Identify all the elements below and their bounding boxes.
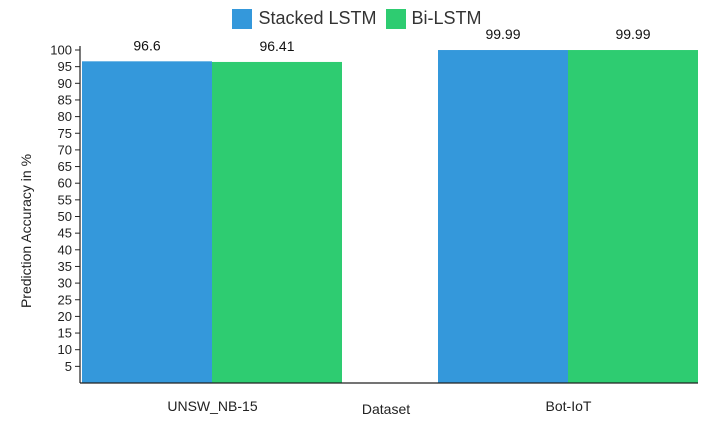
- y-tick-label: 75: [58, 126, 72, 141]
- legend-label-bi-lstm: Bi-LSTM: [411, 8, 482, 28]
- y-tick-label: 35: [58, 259, 72, 274]
- bar[interactable]: [212, 61, 342, 383]
- bar-value-label: 96.41: [259, 38, 294, 54]
- y-tick-label: 30: [58, 276, 72, 291]
- y-tick-label: 80: [58, 109, 72, 124]
- legend-item-bi-lstm[interactable]: Bi-LSTM: [385, 8, 482, 29]
- x-axis-title: Dataset: [362, 401, 410, 417]
- x-axis: UNSW_NB-15 Bot-IoT: [80, 382, 698, 414]
- bar-value-label: 99.99: [615, 26, 650, 42]
- y-tick-label: 5: [65, 359, 72, 374]
- legend-swatch-bi-lstm: [385, 8, 406, 29]
- data-labels-group: 96.6 96.41 99.99 99.99: [133, 26, 650, 54]
- y-tick-label: 90: [58, 76, 72, 91]
- y-tick-label: 40: [58, 242, 72, 257]
- bar[interactable]: [82, 61, 212, 384]
- y-tick-label: 10: [58, 342, 72, 357]
- bar[interactable]: [438, 50, 568, 384]
- y-tick-label: 50: [58, 209, 72, 224]
- y-tick-label: 20: [58, 309, 72, 324]
- bar-value-label: 99.99: [485, 26, 520, 42]
- y-tick-label: 65: [58, 159, 72, 174]
- y-tick-label: 85: [58, 92, 72, 107]
- bar-value-label: 96.6: [133, 37, 160, 53]
- legend-item-stacked-lstm[interactable]: Stacked LSTM: [232, 8, 377, 29]
- y-axis-title: Prediction Accuracy in %: [18, 154, 34, 308]
- y-tick-label: 45: [58, 226, 72, 241]
- x-category-label: UNSW_NB-15: [167, 398, 257, 414]
- bars-group: [82, 50, 698, 384]
- y-tick-label: 95: [58, 59, 72, 74]
- y-tick-label: 15: [58, 326, 72, 341]
- chart-legend: Stacked LSTM Bi-LSTM: [0, 8, 714, 34]
- y-tick-label: 100: [50, 43, 72, 58]
- legend-label-stacked-lstm: Stacked LSTM: [258, 8, 377, 28]
- y-tick-label: 70: [58, 142, 72, 157]
- y-tick-label: 60: [58, 176, 72, 191]
- legend-swatch-stacked-lstm: [232, 8, 253, 29]
- y-tick-label: 55: [58, 192, 72, 207]
- bar[interactable]: [568, 50, 698, 384]
- y-tick-label: 25: [58, 292, 72, 307]
- x-category-label: Bot-IoT: [546, 398, 592, 414]
